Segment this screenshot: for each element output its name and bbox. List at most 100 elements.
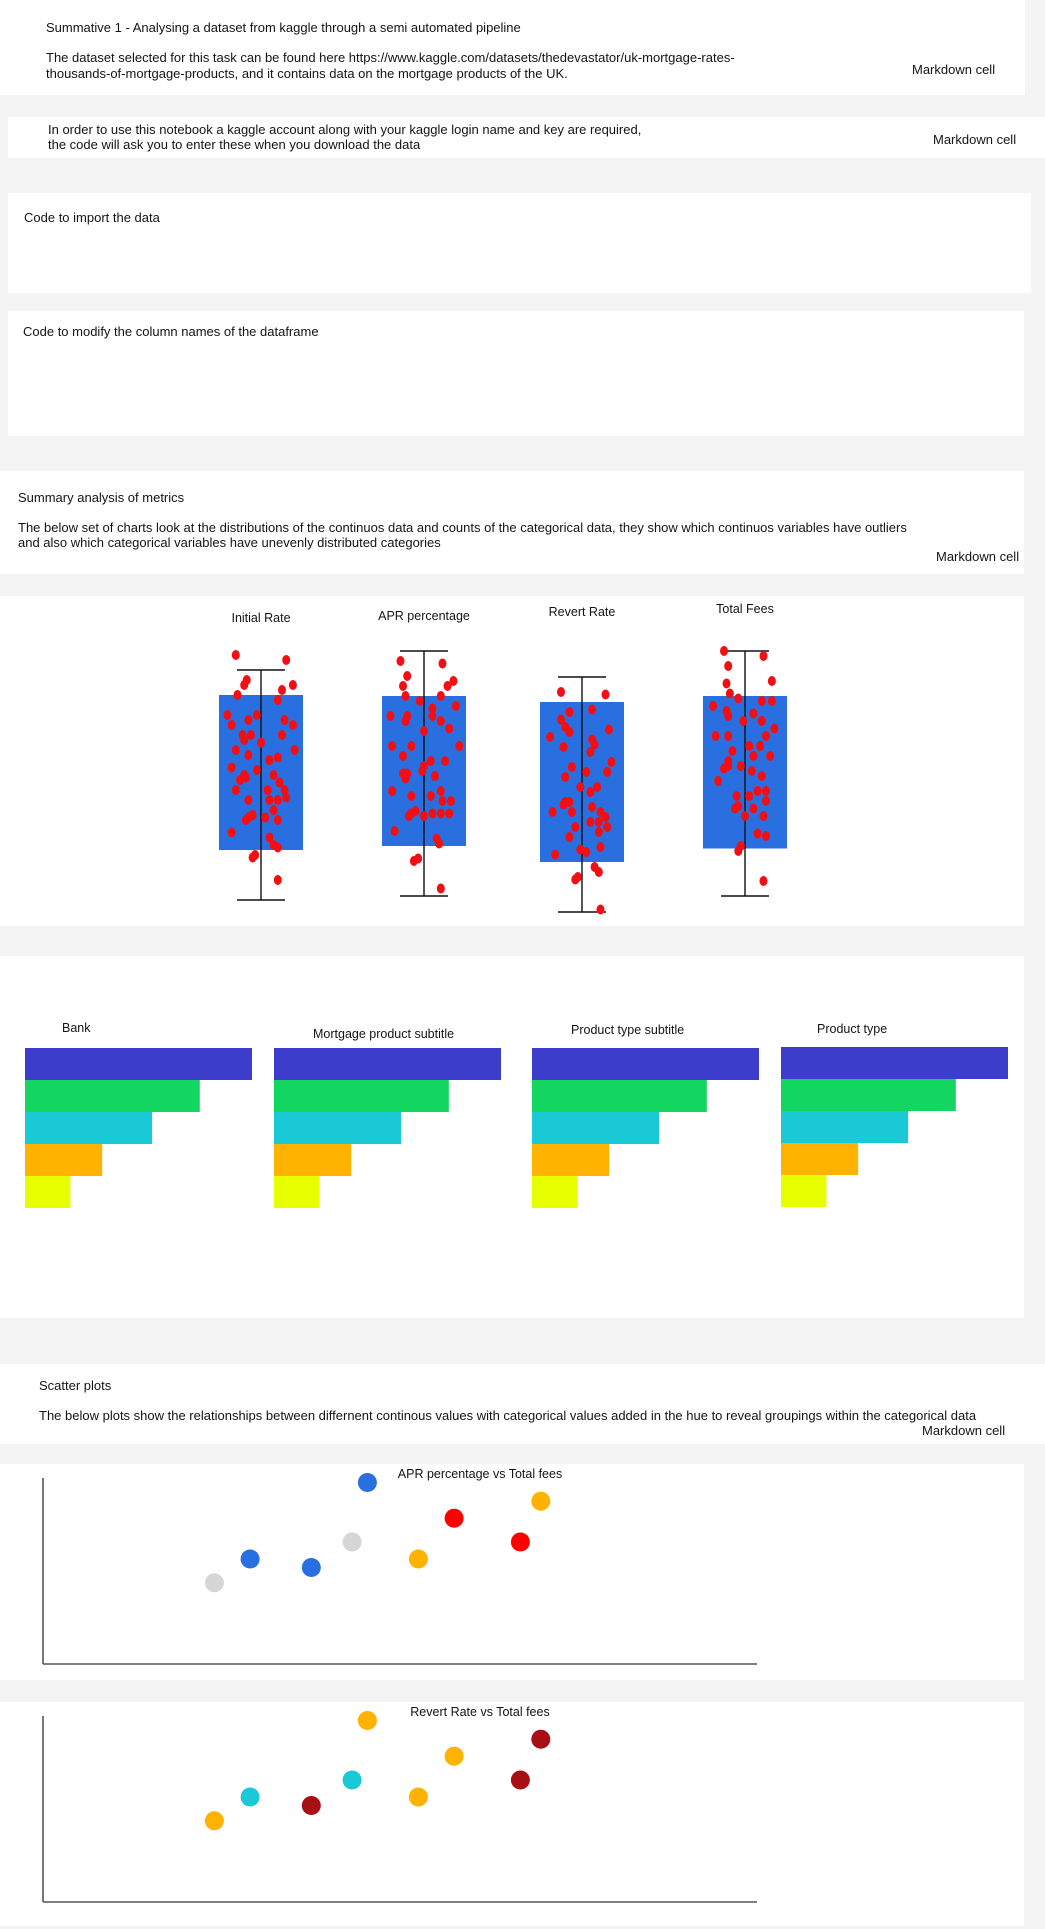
boxplot-point	[428, 703, 437, 714]
bar-chart-title-bank: Bank	[62, 1021, 91, 1035]
boxplot-point	[747, 766, 756, 776]
markdown-cell-intro[interactable]: Summative 1 - Analysing a dataset from k…	[0, 0, 1025, 95]
boxplot-point	[565, 727, 574, 737]
boxplot-title-revert-rate: Revert Rate	[549, 605, 616, 619]
boxplot-point	[571, 822, 580, 832]
boxplot-point	[236, 775, 244, 785]
boxplot-point	[407, 791, 416, 801]
bar-mortgage-product-subtitle-5	[274, 1176, 320, 1208]
boxplot-point	[438, 658, 447, 669]
boxplot-point	[588, 704, 597, 715]
boxplot-point	[557, 714, 565, 725]
summary-line-1: The below set of charts look at the dist…	[18, 520, 907, 535]
boxplot-point	[449, 676, 458, 686]
boxplot-point	[586, 787, 595, 797]
boxplot-point	[265, 832, 274, 843]
boxplot-point	[273, 875, 282, 885]
scatter-title: Scatter plots	[39, 1378, 112, 1393]
boxplot-point	[257, 737, 265, 748]
boxplot-point	[278, 730, 286, 740]
boxplot-point	[594, 867, 603, 877]
boxplot-point	[428, 808, 437, 819]
boxplot-point	[734, 693, 743, 704]
boxplot-point	[596, 904, 605, 915]
boxplot-point	[426, 791, 435, 801]
boxplot-point	[282, 655, 291, 665]
boxplot-point	[231, 650, 240, 660]
scatter-point	[301, 1558, 321, 1577]
bar-charts: Bank Mortgage product subtitle Product typ…	[25, 1021, 1008, 1208]
boxplot-point	[415, 696, 424, 706]
boxplot-point	[730, 803, 739, 814]
boxplot-point	[724, 661, 733, 671]
boxplot-point	[567, 762, 576, 772]
boxplot-point	[441, 756, 449, 766]
boxplot-point	[241, 815, 250, 825]
boxplot-point	[396, 656, 405, 666]
boxplot-point	[753, 786, 762, 796]
boxplot-point	[273, 752, 282, 763]
output-cell-scatter-apr[interactable]: APR percentage vs Total fees	[0, 1464, 1024, 1680]
scatter-point	[531, 1491, 551, 1511]
scatter-point	[357, 1473, 377, 1492]
boxplot-point	[418, 766, 427, 776]
boxplot-point	[714, 776, 723, 786]
boxplot-point	[386, 711, 395, 721]
bar-product-type-subtitle-1	[532, 1048, 759, 1080]
boxplot-point	[709, 701, 718, 711]
boxplot-point	[436, 883, 445, 894]
boxplot-point	[749, 751, 758, 761]
output-cell-bar-charts[interactable]: Bank Mortgage product subtitle Product typ…	[0, 956, 1024, 1318]
boxplot-point	[724, 711, 733, 721]
boxplot-point	[436, 691, 445, 701]
boxplot-point	[565, 797, 574, 807]
code-cell-import[interactable]: Code to import the data	[8, 193, 1031, 293]
boxplot-point	[430, 771, 439, 781]
boxplot-point	[227, 762, 236, 773]
scatter-point	[510, 1770, 530, 1790]
boxplot-point	[603, 822, 612, 832]
markdown-cell-login[interactable]: In order to use this notebook a kaggle a…	[8, 117, 1045, 158]
bar-bank-5	[25, 1176, 71, 1208]
boxplot-point	[280, 785, 289, 795]
boxplot-point	[582, 847, 591, 857]
boxplot-point	[231, 785, 240, 795]
boxplot-point	[451, 701, 460, 711]
boxplot-point	[576, 782, 585, 792]
boxplot-point	[263, 785, 272, 795]
code-cell-modify-columns[interactable]: Code to modify the column names of the d…	[8, 311, 1024, 436]
scatter-point	[444, 1746, 464, 1766]
boxplot-point	[426, 756, 435, 766]
boxplot-point	[593, 782, 602, 792]
markdown-cell-scatter[interactable]: Scatter plots The below plots show the r…	[0, 1364, 1045, 1444]
boxplot-point	[561, 772, 570, 782]
bar-product-type-5	[781, 1175, 827, 1207]
boxplot-point	[244, 795, 253, 805]
boxplot-point	[756, 741, 765, 751]
modify-code-title: Code to modify the column names of the d…	[23, 324, 319, 339]
output-cell-boxplots[interactable]: Initial Rate APR percentage Revert Rate Tot…	[0, 596, 1024, 926]
boxplot-point	[269, 805, 278, 815]
boxplot-point	[445, 723, 454, 734]
cell-type-label: Markdown cell	[922, 1423, 1006, 1438]
boxplot-point	[390, 826, 399, 836]
markdown-cell-summary[interactable]: Summary analysis of metrics The below se…	[0, 471, 1024, 574]
boxplot-point	[455, 741, 464, 751]
boxplot-point	[745, 741, 754, 751]
boxplot-point	[759, 811, 768, 821]
boxplot-point	[401, 691, 410, 701]
bar-bank-4	[25, 1144, 103, 1176]
boxplot-point	[443, 681, 452, 691]
boxplot-point	[288, 680, 297, 690]
output-cell-scatter-revert[interactable]: Revert Rate vs Total fees	[0, 1702, 1024, 1926]
boxplot-point	[227, 827, 236, 838]
boxplot-point	[409, 856, 418, 866]
scatter-point	[531, 1729, 551, 1749]
scatter-point	[408, 1787, 428, 1807]
boxplot-point	[404, 811, 413, 821]
intro-line-2: thousands-of-mortgage-products, and it c…	[46, 66, 568, 81]
boxplot-point	[273, 695, 282, 705]
boxplot-point	[757, 716, 766, 726]
scatter-point	[204, 1811, 224, 1831]
boxplot-point	[546, 732, 555, 742]
